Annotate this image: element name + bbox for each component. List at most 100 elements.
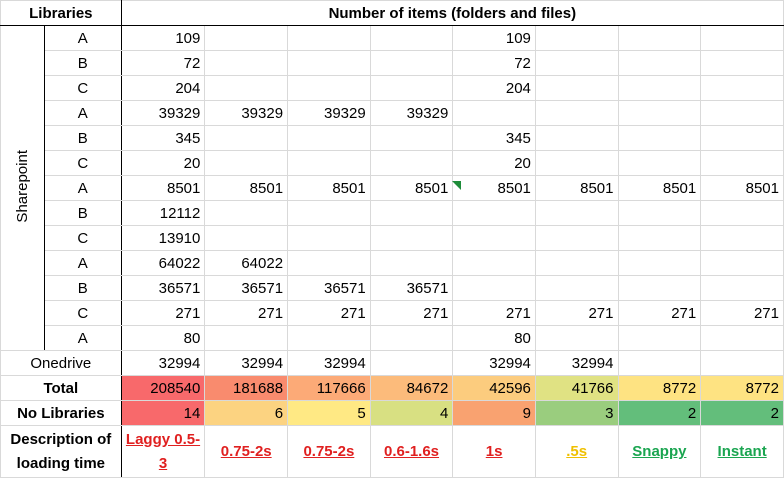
value-cell[interactable]: 64022 (204, 250, 289, 276)
value-cell[interactable] (452, 225, 536, 251)
library-cell[interactable]: A (43, 250, 122, 276)
value-cell[interactable]: 345 (452, 125, 536, 151)
no-libraries-cell[interactable]: 2 (617, 400, 702, 426)
value-cell[interactable] (369, 75, 454, 101)
value-cell[interactable]: 20 (452, 150, 536, 176)
value-cell[interactable]: 204 (452, 75, 536, 101)
value-cell[interactable] (534, 250, 619, 276)
description-link[interactable]: .5s (566, 443, 588, 460)
value-cell[interactable] (534, 75, 619, 101)
value-cell[interactable] (204, 150, 289, 176)
value-cell[interactable] (617, 50, 702, 76)
value-cell[interactable] (287, 50, 371, 76)
value-cell[interactable] (369, 200, 454, 226)
value-cell[interactable] (452, 250, 536, 276)
description-link[interactable]: 0.75-2s (220, 443, 272, 460)
value-cell[interactable]: 32994 (204, 350, 289, 376)
library-cell[interactable]: A (43, 175, 122, 201)
description-cell[interactable]: 0.75-2s (287, 425, 371, 478)
total-cell[interactable]: 8772 (617, 375, 702, 401)
value-cell[interactable] (617, 125, 702, 151)
value-cell[interactable]: 36571 (369, 275, 454, 301)
value-cell[interactable] (700, 150, 784, 176)
description-cell[interactable]: 0.75-2s (204, 425, 289, 478)
value-cell[interactable] (700, 100, 784, 126)
value-cell[interactable] (534, 225, 619, 251)
value-cell[interactable]: 64022 (120, 250, 206, 276)
value-cell[interactable]: 271 (204, 300, 289, 326)
value-cell[interactable] (204, 75, 289, 101)
value-cell[interactable]: 271 (617, 300, 702, 326)
value-cell[interactable] (287, 25, 371, 51)
value-cell[interactable]: 39329 (204, 100, 289, 126)
value-cell[interactable]: 72 (452, 50, 536, 76)
value-cell[interactable] (369, 25, 454, 51)
value-cell[interactable]: 80 (452, 325, 536, 351)
value-cell[interactable] (700, 75, 784, 101)
value-cell[interactable]: 32994 (534, 350, 619, 376)
value-cell[interactable] (204, 225, 289, 251)
value-cell[interactable] (534, 200, 619, 226)
value-cell[interactable] (617, 100, 702, 126)
value-cell[interactable]: 20 (120, 150, 206, 176)
value-cell[interactable] (617, 150, 702, 176)
total-cell[interactable]: 84672 (369, 375, 454, 401)
sharepoint-group-cell[interactable]: Sharepoint (0, 25, 45, 351)
value-cell[interactable] (617, 250, 702, 276)
value-cell[interactable] (617, 25, 702, 51)
no-libraries-cell[interactable]: 6 (204, 400, 289, 426)
library-cell[interactable]: C (43, 225, 122, 251)
description-link[interactable]: Laggy 0.5-3 (125, 431, 201, 472)
total-label[interactable]: Total (0, 375, 122, 401)
no-libraries-cell[interactable]: 14 (120, 400, 206, 426)
value-cell[interactable]: 271 (369, 300, 454, 326)
total-cell[interactable]: 8772 (700, 375, 784, 401)
items-header[interactable]: Number of items (folders and files) (120, 0, 784, 26)
value-cell[interactable] (287, 200, 371, 226)
no-libraries-cell[interactable]: 3 (534, 400, 619, 426)
value-cell[interactable] (534, 100, 619, 126)
library-cell[interactable]: A (43, 325, 122, 351)
value-cell[interactable]: 8501 (700, 175, 784, 201)
value-cell[interactable]: 72 (120, 50, 206, 76)
library-cell[interactable]: A (43, 100, 122, 126)
value-cell[interactable] (700, 25, 784, 51)
value-cell[interactable] (700, 275, 784, 301)
value-cell[interactable]: 109 (452, 25, 536, 51)
library-cell[interactable]: A (43, 25, 122, 51)
total-cell[interactable]: 181688 (204, 375, 289, 401)
value-cell[interactable] (534, 125, 619, 151)
value-cell[interactable]: 39329 (120, 100, 206, 126)
total-cell[interactable]: 42596 (452, 375, 536, 401)
value-cell[interactable] (369, 350, 454, 376)
library-cell[interactable]: B (43, 125, 122, 151)
value-cell[interactable] (700, 350, 784, 376)
value-cell[interactable] (204, 50, 289, 76)
value-cell[interactable] (204, 325, 289, 351)
value-cell[interactable]: 36571 (120, 275, 206, 301)
value-cell[interactable]: 8501 (534, 175, 619, 201)
value-cell[interactable] (369, 225, 454, 251)
value-cell[interactable]: 80 (120, 325, 206, 351)
value-cell[interactable] (534, 50, 619, 76)
value-cell[interactable] (369, 325, 454, 351)
value-cell[interactable] (534, 275, 619, 301)
value-cell[interactable] (700, 325, 784, 351)
value-cell[interactable] (287, 150, 371, 176)
value-cell[interactable] (287, 325, 371, 351)
value-cell[interactable] (700, 125, 784, 151)
description-link[interactable]: Instant (717, 443, 767, 460)
value-cell[interactable] (534, 150, 619, 176)
description-link[interactable]: 0.6-1.6s (383, 443, 440, 460)
value-cell[interactable]: 271 (120, 300, 206, 326)
value-cell[interactable] (617, 350, 702, 376)
value-cell[interactable] (700, 50, 784, 76)
value-cell[interactable] (534, 25, 619, 51)
value-cell[interactable] (700, 225, 784, 251)
value-cell[interactable] (452, 200, 536, 226)
description-cell[interactable]: Instant (700, 425, 784, 478)
value-cell[interactable]: 8501 (452, 175, 536, 201)
library-cell[interactable]: C (43, 150, 122, 176)
value-cell[interactable] (287, 125, 371, 151)
no-libraries-cell[interactable]: 9 (452, 400, 536, 426)
